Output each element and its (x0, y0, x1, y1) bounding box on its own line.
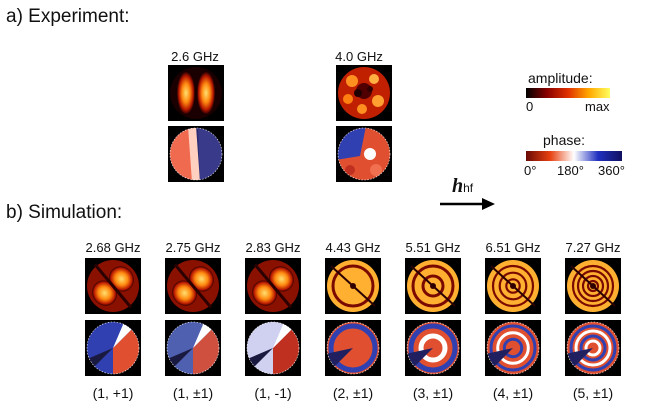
sim-amplitude-image-3 (245, 258, 301, 314)
exp-phase-image-2 (336, 126, 392, 182)
phase-tick-180: 180° (557, 163, 584, 178)
phase-tick-0: 0° (524, 163, 537, 178)
field-label: hhf (452, 175, 473, 198)
sim-freq-7: 7.27 GHz (565, 240, 621, 255)
sim-phase-image-6 (485, 320, 541, 376)
sim-freq-5: 5.51 GHz (405, 240, 461, 255)
experiment-title: a) Experiment: (6, 6, 130, 27)
sim-amplitude-image-7 (565, 258, 621, 314)
phase-legend-title: phase: (543, 132, 586, 148)
amplitude-colorbar (526, 88, 610, 98)
sim-freq-4: 4.43 GHz (325, 240, 381, 255)
sim-amplitude-image-5 (405, 258, 461, 314)
sim-mode-label-2: (1, ±1) (172, 385, 214, 401)
sim-phase-image-1 (85, 320, 141, 376)
field-label-sub: hf (463, 181, 474, 195)
simulation-title: b) Simulation: (6, 202, 123, 223)
sim-mode-label-3: (1, -1) (254, 385, 292, 401)
sim-phase-image-4 (325, 320, 381, 376)
sim-amplitude-image-1 (85, 258, 141, 314)
exp-amplitude-image-1 (168, 65, 224, 121)
phase-colorbar (526, 151, 622, 161)
field-label-main: h (452, 175, 464, 197)
sim-mode-label-5: (3, ±1) (412, 385, 454, 401)
exp-amplitude-image-2 (336, 65, 392, 121)
amplitude-min-label: 0 (526, 99, 534, 114)
sim-mode-label-7: (5, ±1) (572, 385, 614, 401)
exp-phase-image-1 (168, 126, 224, 182)
amplitude-max-label: max (585, 99, 610, 114)
sim-freq-2: 2.75 GHz (165, 240, 221, 255)
exp-freq-1: 2.6 GHz (171, 49, 219, 64)
sim-freq-6: 6.51 GHz (485, 240, 541, 255)
sim-freq-1: 2.68 GHz (85, 240, 141, 255)
sim-phase-image-2 (165, 320, 221, 376)
sim-freq-3: 2.83 GHz (245, 240, 301, 255)
sim-phase-image-3 (245, 320, 301, 376)
exp-freq-2: 4.0 GHz (335, 49, 383, 64)
sim-phase-image-7 (565, 320, 621, 376)
sim-mode-label-1: (1, +1) (92, 385, 134, 401)
field-arrow-icon (440, 198, 495, 210)
phase-tick-360: 360° (598, 163, 625, 178)
sim-mode-label-4: (2, ±1) (332, 385, 374, 401)
sim-mode-label-6: (4, ±1) (492, 385, 534, 401)
sim-amplitude-image-4 (325, 258, 381, 314)
sim-amplitude-image-6 (485, 258, 541, 314)
sim-phase-image-5 (405, 320, 461, 376)
sim-amplitude-image-2 (165, 258, 221, 314)
amplitude-legend-title: amplitude: (528, 70, 593, 86)
